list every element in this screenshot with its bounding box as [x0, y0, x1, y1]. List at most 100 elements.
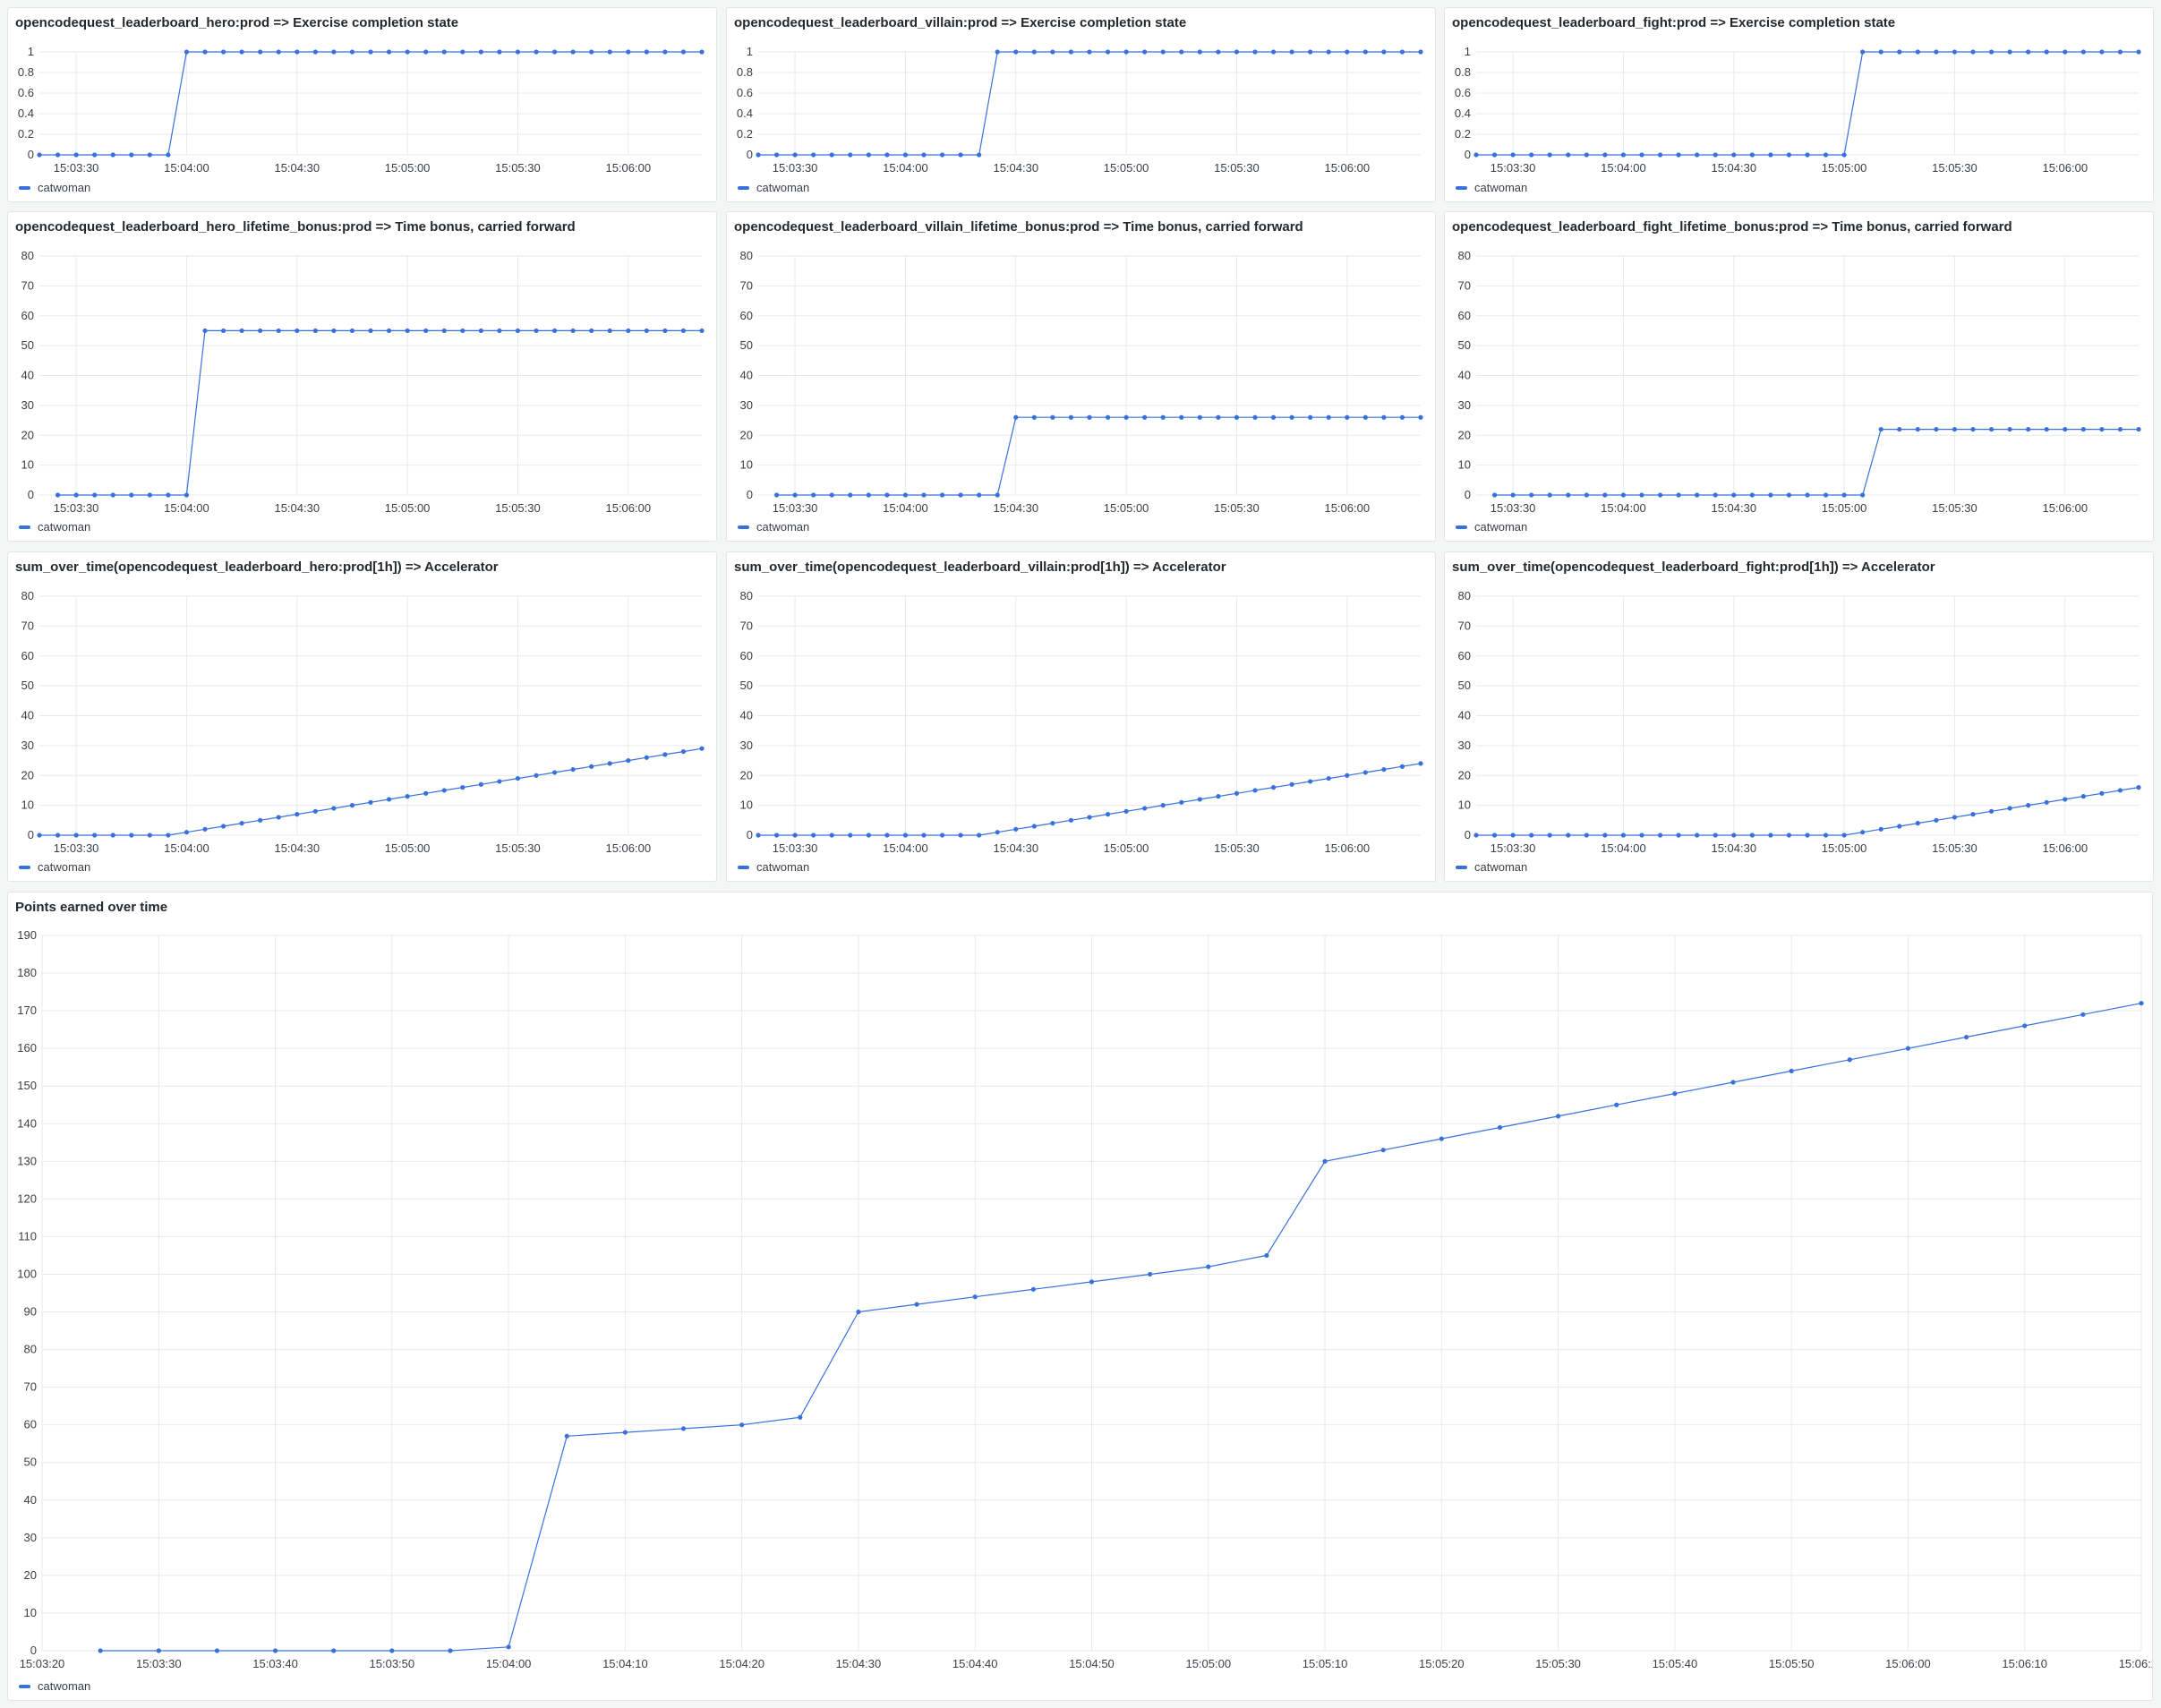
- data-point: [1695, 152, 1700, 158]
- data-point: [478, 781, 483, 787]
- y-tick-label: 0: [28, 488, 34, 501]
- data-point: [884, 492, 890, 498]
- data-point: [386, 49, 392, 55]
- data-point: [1270, 785, 1277, 790]
- data-point: [2136, 426, 2141, 432]
- data-point: [276, 815, 281, 820]
- data-point: [848, 833, 853, 838]
- data-point: [214, 1648, 220, 1653]
- data-point: [220, 328, 226, 334]
- data-point: [564, 1433, 569, 1439]
- legend-item-catwoman[interactable]: catwoman: [19, 860, 90, 874]
- data-point: [1234, 414, 1240, 420]
- data-point: [1547, 152, 1552, 158]
- series-line-catwoman: [1476, 787, 2140, 836]
- data-point: [607, 49, 612, 55]
- data-point: [1584, 152, 1589, 158]
- panel-title: sum_over_time(opencodequest_leaderboard_…: [15, 559, 499, 575]
- y-tick-label: 70: [740, 278, 753, 292]
- x-tick-label: 15:03:30: [773, 161, 818, 175]
- data-point: [441, 49, 447, 55]
- panel-title: Points earned over time: [15, 900, 168, 915]
- legend-swatch: [738, 865, 749, 869]
- panel-title: opencodequest_leaderboard_fight_lifetime…: [1452, 219, 2012, 235]
- data-point: [1905, 1046, 1911, 1051]
- x-tick-label: 15:06:00: [1324, 161, 1370, 175]
- data-point: [958, 152, 963, 158]
- data-point: [331, 1648, 337, 1653]
- data-point: [626, 49, 631, 55]
- x-tick-label: 15:04:30: [836, 1657, 882, 1670]
- legend-item-catwoman[interactable]: catwoman: [19, 520, 90, 534]
- data-point: [1860, 492, 1866, 498]
- data-point: [73, 492, 79, 498]
- data-point: [368, 799, 373, 805]
- data-point: [1179, 49, 1184, 55]
- data-point: [866, 492, 871, 498]
- data-point: [626, 757, 631, 764]
- data-point: [147, 833, 152, 838]
- data-point: [1731, 492, 1737, 498]
- data-point: [1915, 821, 1920, 826]
- data-point: [276, 328, 281, 334]
- y-tick-label: 70: [740, 619, 753, 632]
- data-point: [1345, 773, 1350, 778]
- data-point: [1013, 49, 1019, 55]
- legend-item-catwoman[interactable]: catwoman: [19, 181, 90, 194]
- data-point: [856, 1309, 861, 1315]
- data-point: [1252, 414, 1258, 420]
- data-point: [1068, 817, 1074, 823]
- data-point: [1529, 492, 1534, 498]
- data-point: [1878, 826, 1883, 832]
- data-point: [1988, 49, 1994, 55]
- panel-fight-completion: opencodequest_leaderboard_fight:prod => …: [1444, 7, 2154, 202]
- y-tick-label: 80: [740, 589, 753, 602]
- legend-item-catwoman[interactable]: catwoman: [738, 860, 809, 874]
- data-point: [1031, 824, 1037, 829]
- data-point: [866, 152, 871, 158]
- data-point: [1970, 812, 1976, 817]
- data-point: [1672, 1091, 1678, 1097]
- data-point: [2063, 426, 2068, 432]
- legend-label: catwoman: [38, 1679, 91, 1693]
- panel-hero-completion: opencodequest_leaderboard_hero:prod => E…: [7, 7, 717, 202]
- legend-item-catwoman[interactable]: catwoman: [738, 181, 809, 194]
- data-point: [331, 328, 337, 334]
- data-point: [405, 49, 410, 55]
- series-line-catwoman: [100, 1003, 2142, 1652]
- x-tick-label: 15:03:30: [1490, 501, 1536, 515]
- data-point: [129, 152, 134, 158]
- data-point: [1657, 152, 1663, 158]
- data-point: [1380, 1148, 1386, 1153]
- data-point: [1216, 49, 1221, 55]
- data-point: [2044, 426, 2049, 432]
- data-point: [1805, 152, 1810, 158]
- line-chart: 0 10 20 30 40 50 60 70 80 15:03:30 15:04:00 15:04:3…: [1458, 589, 2141, 855]
- data-point: [622, 1430, 628, 1435]
- legend-item-catwoman[interactable]: catwoman: [1456, 520, 1527, 534]
- y-tick-label: 0.4: [1455, 107, 1471, 120]
- y-tick-label: 20: [1458, 768, 1471, 781]
- data-point: [515, 49, 521, 55]
- data-point: [331, 49, 337, 55]
- data-point: [902, 492, 909, 498]
- data-point: [1087, 815, 1092, 820]
- legend-item-catwoman[interactable]: catwoman: [1456, 181, 1527, 194]
- y-tick-label: 10: [24, 1606, 37, 1619]
- data-point: [1970, 49, 1976, 55]
- data-point: [739, 1422, 745, 1428]
- data-point: [1749, 833, 1755, 838]
- legend-swatch: [1456, 185, 1467, 190]
- data-point: [147, 492, 152, 498]
- y-tick-label: 60: [21, 649, 34, 662]
- y-tick-label: 180: [17, 966, 37, 979]
- legend-item-catwoman[interactable]: catwoman: [19, 1679, 90, 1693]
- data-point: [1841, 833, 1847, 838]
- data-point: [1768, 833, 1773, 838]
- legend-item-catwoman[interactable]: catwoman: [1456, 860, 1527, 874]
- legend-item-catwoman[interactable]: catwoman: [738, 520, 809, 534]
- panel-villain-accelerator: sum_over_time(opencodequest_leaderboard_…: [726, 551, 1436, 882]
- data-point: [166, 492, 171, 498]
- data-point: [1142, 806, 1148, 811]
- data-point: [1234, 49, 1240, 55]
